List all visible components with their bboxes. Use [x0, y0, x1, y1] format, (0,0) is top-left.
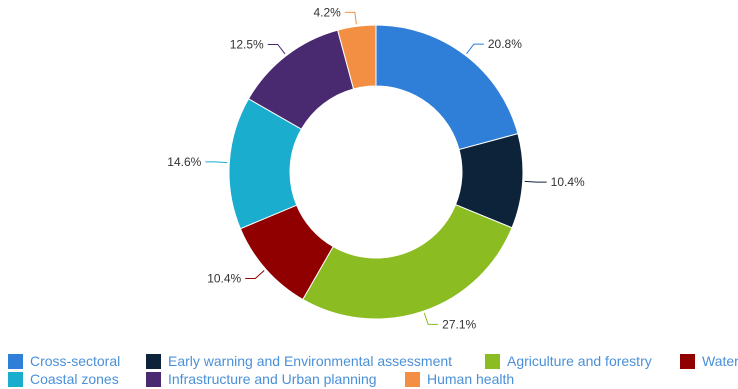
- legend-item-water[interactable]: Water: [680, 353, 738, 369]
- slice-value-label: 12.5%: [230, 37, 264, 51]
- slice-labels: 20.8% 10.4% 27.1% 10.4% 14.6% 12.5% 4.2%: [167, 5, 585, 331]
- legend-label: Coastal zones: [30, 371, 119, 387]
- legend-item-early-warning[interactable]: Early warning and Environmental assessme…: [146, 353, 452, 369]
- legend-label: Water: [702, 353, 738, 369]
- slice-value-label: 10.4%: [207, 271, 241, 285]
- legend-swatch: [485, 353, 500, 369]
- legend-label: Early warning and Environmental assessme…: [168, 353, 453, 369]
- chart-legend: Cross-sectoral Early warning and Environ…: [8, 353, 738, 389]
- slice-agriculture-and-forestry[interactable]: [302, 204, 513, 320]
- legend-row-1: Cross-sectoral Early warning and Environ…: [8, 353, 738, 371]
- legend-row-2: Coastal zones Infrastructure and Urban p…: [8, 371, 738, 389]
- legend-swatch: [146, 371, 161, 387]
- label-connector: [423, 312, 439, 325]
- legend-item-coastal[interactable]: Coastal zones: [8, 371, 119, 387]
- legend-item-human-health[interactable]: Human health: [405, 371, 514, 387]
- legend-swatch: [8, 353, 23, 369]
- slice-value-label: 14.6%: [167, 155, 201, 169]
- label-connector: [466, 43, 484, 54]
- slice-value-label: 10.4%: [551, 175, 585, 189]
- slice-value-label: 27.1%: [442, 317, 476, 331]
- legend-swatch: [8, 371, 23, 387]
- legend-swatch: [405, 371, 420, 387]
- legend-label: Human health: [427, 371, 515, 387]
- donut-chart: 20.8% 10.4% 27.1% 10.4% 14.6% 12.5% 4.2%: [167, 5, 585, 331]
- legend-label: Agriculture and forestry: [507, 353, 652, 369]
- legend-label: Infrastructure and Urban planning: [168, 371, 377, 387]
- slice-value-label: 20.8%: [488, 37, 522, 51]
- legend-swatch: [680, 353, 695, 369]
- label-connector: [524, 180, 547, 183]
- legend-item-infrastructure[interactable]: Infrastructure and Urban planning: [146, 371, 377, 387]
- donut-slices: [228, 24, 524, 320]
- legend-item-agriculture[interactable]: Agriculture and forestry: [485, 353, 652, 369]
- label-connector: [267, 43, 286, 55]
- label-connector: [205, 161, 228, 164]
- label-connector: [344, 11, 357, 25]
- label-connectors: [205, 11, 547, 325]
- legend-label: Cross-sectoral: [30, 353, 121, 369]
- slice-human-health[interactable]: [337, 24, 377, 90]
- label-connector: [245, 270, 265, 279]
- slice-value-label: 4.2%: [313, 5, 341, 19]
- legend-swatch: [146, 353, 161, 369]
- legend-item-cross-sectoral[interactable]: Cross-sectoral: [8, 353, 120, 369]
- slice-cross-sectoral[interactable]: [375, 24, 519, 151]
